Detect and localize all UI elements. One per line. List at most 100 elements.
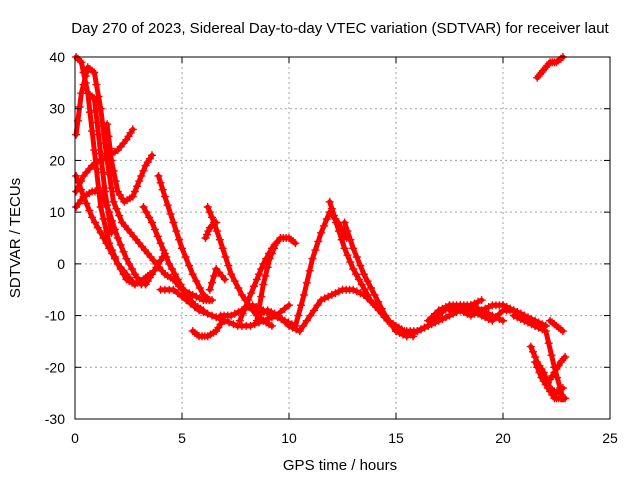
data-point (445, 306, 454, 315)
data-point (417, 325, 425, 334)
data-point (343, 251, 352, 260)
data-point (130, 187, 139, 196)
x-tick-label: 25 (602, 430, 618, 446)
data-point (106, 144, 114, 153)
data-point (427, 313, 436, 322)
y-tick-label: -20 (45, 359, 65, 375)
series-arc-26 (499, 301, 550, 330)
data-point (234, 284, 243, 292)
data-point (308, 254, 317, 263)
y-tick-label: 20 (49, 152, 65, 168)
x-tick-label: 10 (281, 430, 297, 446)
data-point (103, 120, 112, 129)
data-point (434, 306, 443, 315)
data-point (481, 304, 490, 313)
data-point (277, 315, 286, 323)
data-point (495, 309, 504, 318)
data-point (165, 259, 174, 268)
data-point (531, 321, 540, 330)
series-arc-31 (546, 316, 567, 336)
data-point (255, 304, 263, 313)
data-point (295, 327, 304, 336)
data-point (158, 185, 167, 194)
data-point (96, 228, 105, 237)
data-point (520, 316, 529, 325)
data-point (90, 94, 99, 103)
data-point (128, 265, 137, 273)
data-point (349, 285, 358, 294)
data-point (248, 301, 257, 310)
data-point (96, 203, 105, 211)
series-arc-32 (533, 53, 567, 82)
data-point (224, 261, 233, 270)
data-point (77, 185, 86, 194)
data-point (205, 285, 214, 294)
series-line (73, 126, 136, 194)
data-point (356, 261, 365, 270)
data-point (104, 132, 113, 141)
data-point (75, 56, 84, 65)
data-point (190, 303, 199, 311)
data-point (320, 221, 328, 230)
data-point (502, 303, 511, 311)
data-point (474, 308, 482, 317)
data-point (255, 270, 263, 279)
data-point (263, 263, 272, 272)
data-point (75, 103, 84, 111)
data-point (159, 246, 168, 255)
data-point (463, 309, 472, 318)
data-point (327, 290, 336, 299)
data-point (317, 296, 326, 305)
data-point (235, 316, 244, 325)
series-arc-7 (103, 120, 156, 206)
data-point (201, 234, 210, 242)
data-point (81, 78, 90, 87)
series-arc-20 (291, 208, 351, 330)
data-point (346, 235, 355, 244)
data-point (438, 315, 447, 323)
data-point (388, 321, 397, 330)
x-tick-labels: 0 5 10 15 20 25 (71, 430, 618, 446)
data-point (128, 192, 137, 201)
data-point (199, 308, 208, 317)
data-point (221, 253, 230, 261)
data-point (79, 68, 88, 77)
data-point (294, 311, 303, 320)
data-point (205, 296, 214, 305)
data-point (384, 316, 393, 325)
data-point (526, 342, 535, 351)
data-point (256, 309, 265, 318)
data-point (109, 197, 118, 206)
series-arc-21 (325, 197, 418, 341)
data-point (261, 271, 270, 280)
data-point (105, 215, 114, 223)
data-point (538, 325, 547, 334)
data-point (203, 309, 212, 318)
data-point (102, 239, 111, 248)
data-point (72, 171, 81, 180)
data-point (300, 290, 308, 299)
x-axis-label: GPS time / hours (283, 457, 397, 474)
data-point (160, 192, 169, 201)
data-point (374, 297, 383, 306)
data-point (156, 178, 165, 187)
data-point (302, 316, 311, 325)
data-point (91, 218, 99, 227)
data-point (320, 294, 329, 303)
data-point (128, 125, 137, 134)
data-point (213, 227, 221, 236)
data-point (72, 187, 81, 196)
data-point (229, 320, 238, 329)
series-arc-25 (445, 296, 486, 315)
data-point (166, 209, 175, 218)
data-point (168, 265, 176, 273)
data-point (148, 151, 156, 160)
data-point (334, 227, 343, 236)
data-point (90, 68, 99, 77)
data-point (547, 351, 556, 360)
data-point (466, 311, 475, 320)
data-point (116, 240, 125, 249)
data-point (363, 277, 372, 286)
data-point (176, 280, 185, 289)
data-point (452, 303, 461, 311)
